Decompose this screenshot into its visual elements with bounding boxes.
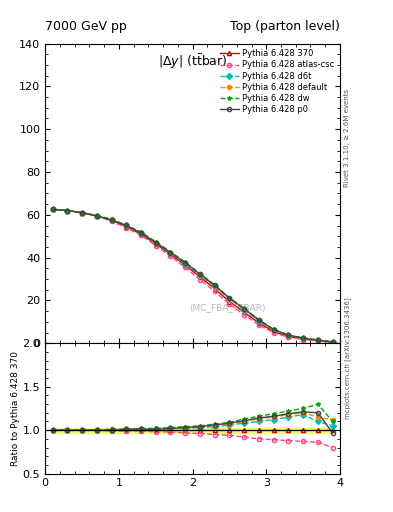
Text: (MC_FBA_TTBAR): (MC_FBA_TTBAR)	[190, 303, 266, 312]
Text: Rivet 3.1.10, ≥ 2.6M events: Rivet 3.1.10, ≥ 2.6M events	[344, 89, 350, 187]
Text: 7000 GeV pp: 7000 GeV pp	[45, 20, 127, 33]
Text: Top (parton level): Top (parton level)	[230, 20, 340, 33]
Legend: Pythia 6.428 370, Pythia 6.428 atlas-csc, Pythia 6.428 d6t, Pythia 6.428 default: Pythia 6.428 370, Pythia 6.428 atlas-csc…	[219, 48, 336, 115]
Y-axis label: Ratio to Pythia 6.428 370: Ratio to Pythia 6.428 370	[11, 351, 20, 466]
Text: $|\Delta y|$ (t$\bar{\mathrm{t}}$bar): $|\Delta y|$ (t$\bar{\mathrm{t}}$bar)	[158, 53, 228, 71]
Text: mcplots.cern.ch [arXiv:1306.3436]: mcplots.cern.ch [arXiv:1306.3436]	[344, 297, 351, 419]
